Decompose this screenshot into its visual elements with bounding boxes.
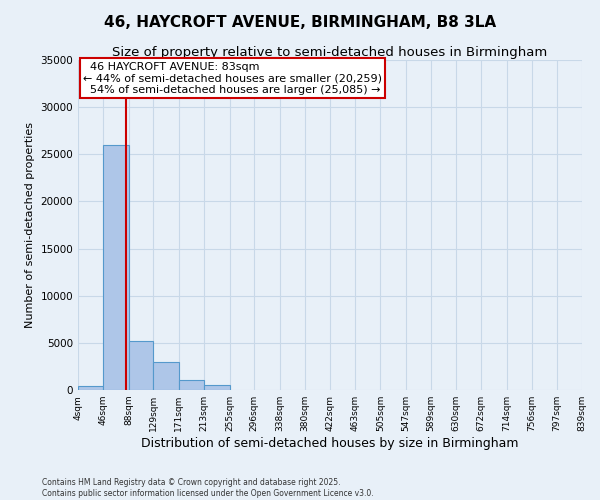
- Bar: [103, 145, 129, 390]
- Text: Contains HM Land Registry data © Crown copyright and database right 2025.
Contai: Contains HM Land Registry data © Crown c…: [42, 478, 374, 498]
- Bar: [179, 380, 204, 390]
- Title: Size of property relative to semi-detached houses in Birmingham: Size of property relative to semi-detach…: [112, 46, 548, 59]
- Y-axis label: Number of semi-detached properties: Number of semi-detached properties: [25, 122, 35, 328]
- Bar: [204, 386, 230, 390]
- Text: 46 HAYCROFT AVENUE: 83sqm
← 44% of semi-detached houses are smaller (20,259)
  5: 46 HAYCROFT AVENUE: 83sqm ← 44% of semi-…: [83, 62, 382, 95]
- Bar: [154, 362, 179, 390]
- Bar: [129, 341, 154, 390]
- Bar: [78, 386, 103, 390]
- X-axis label: Distribution of semi-detached houses by size in Birmingham: Distribution of semi-detached houses by …: [141, 437, 519, 450]
- Text: 46, HAYCROFT AVENUE, BIRMINGHAM, B8 3LA: 46, HAYCROFT AVENUE, BIRMINGHAM, B8 3LA: [104, 15, 496, 30]
